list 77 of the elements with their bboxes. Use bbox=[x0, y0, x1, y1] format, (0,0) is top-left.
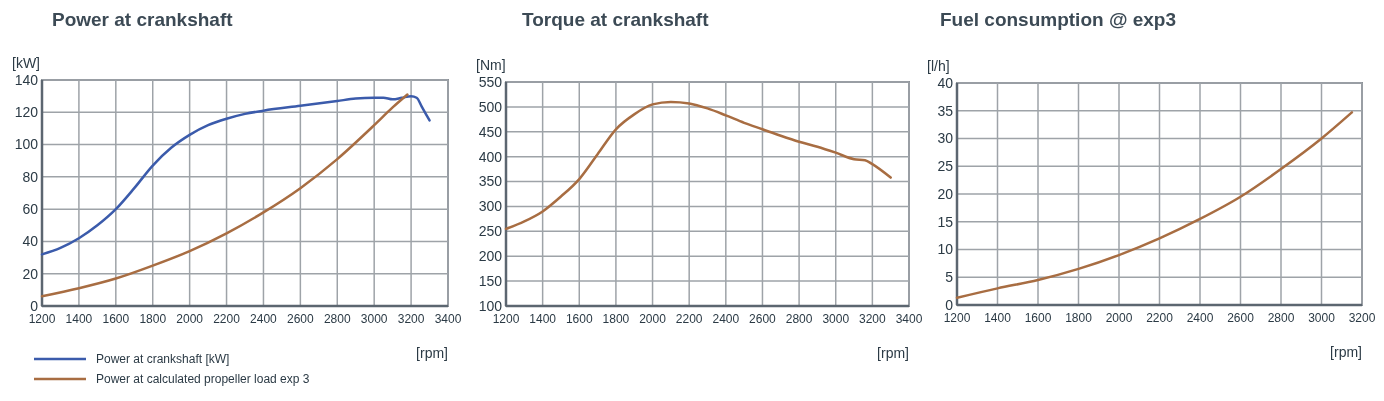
x-axis-title: [rpm] bbox=[416, 345, 448, 361]
y-tick-label: 25 bbox=[937, 158, 954, 175]
y-tick-label: 100 bbox=[478, 297, 503, 314]
y-tick-label: 35 bbox=[937, 102, 954, 119]
y-tick-label: 80 bbox=[22, 168, 39, 185]
y-axis-title: [l/h] bbox=[927, 58, 950, 74]
y-tick-label: 15 bbox=[937, 213, 954, 230]
x-tick-label: 1200 bbox=[492, 312, 520, 326]
y-tick-label: 300 bbox=[478, 198, 503, 215]
x-tick-label: 2800 bbox=[1267, 311, 1295, 325]
y-axis-title: [Nm] bbox=[476, 57, 506, 73]
line-series bbox=[504, 100, 892, 231]
line-series bbox=[40, 94, 431, 256]
y-tick-label: 40 bbox=[937, 74, 954, 91]
x-tick-label: 2600 bbox=[1227, 311, 1255, 325]
y-tick-label: 10 bbox=[937, 241, 954, 258]
y-tick-label: 550 bbox=[478, 73, 503, 90]
x-tick-label: 2600 bbox=[287, 312, 315, 326]
x-tick-label: 1400 bbox=[65, 312, 93, 326]
x-tick-label: 1600 bbox=[565, 312, 593, 326]
y-tick-label: 60 bbox=[22, 201, 39, 218]
y-tick-label: 30 bbox=[937, 130, 954, 147]
y-tick-label: 500 bbox=[478, 98, 503, 115]
y-tick-label: 100 bbox=[14, 136, 39, 153]
y-axis-title: [kW] bbox=[12, 55, 40, 71]
y-tick-label: 350 bbox=[478, 173, 503, 190]
x-tick-label: 3200 bbox=[859, 312, 887, 326]
x-tick-label: 1800 bbox=[1065, 311, 1093, 325]
x-tick-label: 1800 bbox=[139, 312, 167, 326]
x-tick-label: 1200 bbox=[943, 311, 971, 325]
x-tick-label: 2200 bbox=[675, 312, 703, 326]
x-tick-label: 2800 bbox=[785, 312, 813, 326]
y-tick-label: 0 bbox=[945, 296, 954, 313]
x-tick-label: 2200 bbox=[213, 312, 241, 326]
y-tick-label: 200 bbox=[478, 248, 503, 265]
y-tick-label: 150 bbox=[478, 273, 503, 290]
x-tick-label: 1600 bbox=[102, 312, 130, 326]
x-tick-label: 2400 bbox=[1186, 311, 1214, 325]
x-tick-label: 3200 bbox=[1348, 311, 1376, 325]
x-tick-label: 2200 bbox=[1146, 311, 1174, 325]
chart-title: Power at crankshaft bbox=[52, 9, 234, 30]
x-tick-label: 1400 bbox=[529, 312, 557, 326]
y-tick-label: 400 bbox=[478, 148, 503, 165]
chart-title: Torque at crankshaft bbox=[522, 9, 710, 30]
y-tick-label: 5 bbox=[945, 269, 954, 286]
x-tick-label: 2800 bbox=[323, 312, 351, 326]
x-tick-label: 1200 bbox=[28, 312, 56, 326]
x-tick-label: 3000 bbox=[822, 312, 850, 326]
x-tick-label: 3400 bbox=[434, 312, 462, 326]
line-series bbox=[955, 111, 1354, 300]
x-tick-label: 2000 bbox=[176, 312, 204, 326]
x-tick-label: 3000 bbox=[360, 312, 388, 326]
y-tick-label: 140 bbox=[14, 71, 39, 88]
y-tick-label: 250 bbox=[478, 223, 503, 240]
x-tick-label: 3000 bbox=[1308, 311, 1336, 325]
x-tick-label: 1800 bbox=[602, 312, 630, 326]
y-tick-label: 20 bbox=[937, 185, 954, 202]
y-tick-label: 0 bbox=[30, 297, 39, 314]
y-tick-label: 20 bbox=[22, 265, 39, 282]
y-tick-label: 40 bbox=[22, 233, 39, 250]
x-tick-label: 1600 bbox=[1024, 311, 1052, 325]
x-tick-label: 2600 bbox=[749, 312, 777, 326]
legend-label: Power at calculated propeller load exp 3 bbox=[96, 372, 310, 387]
y-tick-label: 450 bbox=[478, 123, 503, 140]
y-tick-label: 120 bbox=[14, 104, 39, 121]
x-tick-label: 1400 bbox=[984, 311, 1012, 325]
x-tick-label: 3200 bbox=[397, 312, 425, 326]
x-tick-label: 2400 bbox=[712, 312, 740, 326]
chart-title: Fuel consumption @ exp3 bbox=[940, 9, 1176, 30]
x-tick-label: 2000 bbox=[639, 312, 667, 326]
x-tick-label: 2400 bbox=[250, 312, 278, 326]
legend-label: Power at crankshaft [kW] bbox=[96, 352, 230, 367]
x-axis-title: [rpm] bbox=[1330, 344, 1362, 360]
x-axis-title: [rpm] bbox=[877, 345, 909, 361]
x-tick-label: 2000 bbox=[1105, 311, 1133, 325]
x-tick-label: 3400 bbox=[895, 312, 923, 326]
line-series bbox=[40, 93, 409, 298]
